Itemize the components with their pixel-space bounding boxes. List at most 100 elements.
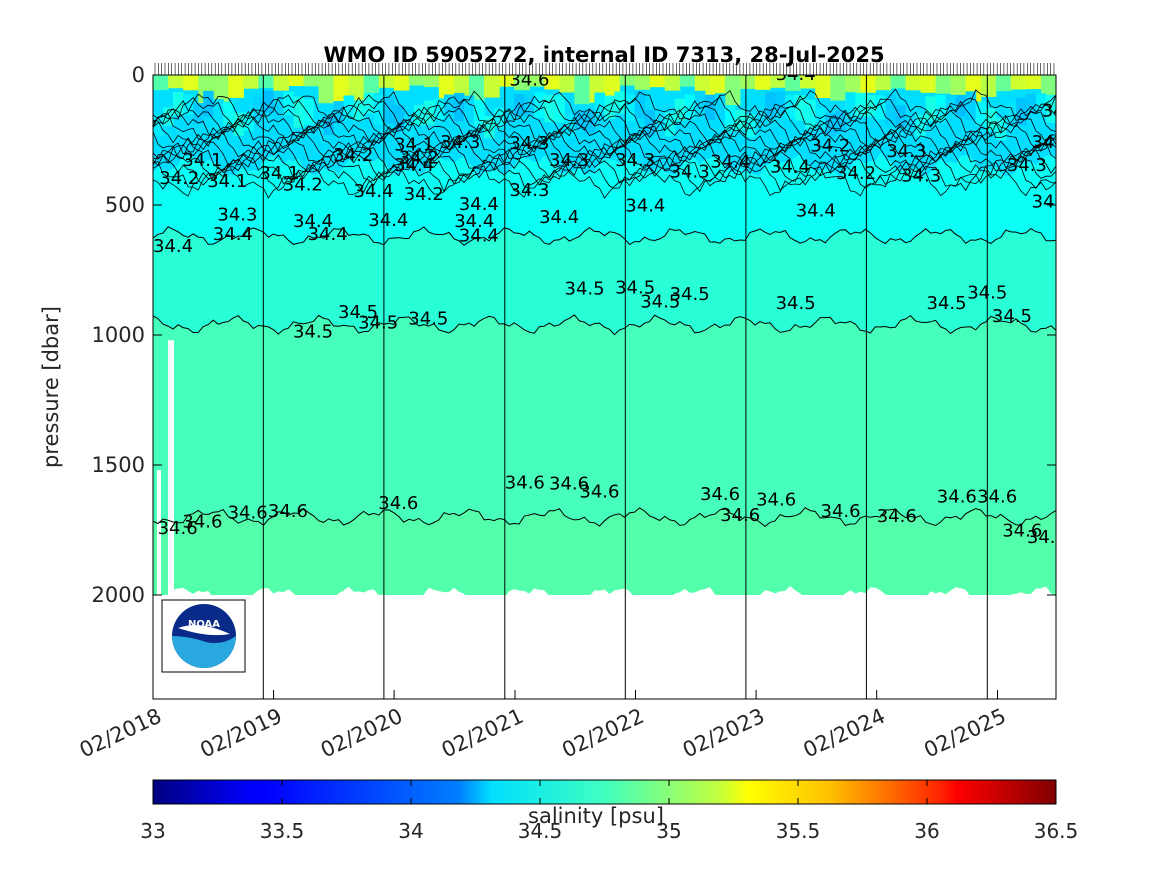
surface-patch	[438, 75, 455, 99]
x-tick-label: 02/2023	[679, 704, 768, 763]
surface-patch	[283, 91, 294, 116]
contour-label: 34.6	[158, 518, 198, 539]
surface-patch	[724, 105, 736, 133]
contour-label: 34.4	[354, 181, 394, 202]
contour-label: 34.3	[217, 205, 257, 226]
contour-label: 34.3	[886, 141, 926, 162]
contour-label: 34.6	[182, 511, 222, 532]
contour-label: 34.4	[459, 194, 499, 215]
surface-patch	[1025, 93, 1037, 114]
surface-patch	[213, 75, 229, 104]
surface-patch	[624, 94, 636, 122]
surface-patch	[288, 75, 304, 86]
surface-patch	[920, 75, 937, 93]
contour-label: 34.1	[394, 134, 434, 155]
surface-patch	[855, 92, 866, 117]
surface-patch	[544, 75, 560, 90]
surface-patch	[845, 92, 856, 118]
contour-label: 34.2	[159, 168, 199, 189]
contour-label: 34.3	[615, 150, 655, 171]
surface-patch	[303, 99, 314, 125]
contour-label: 34.6	[1002, 521, 1042, 542]
surface-patch	[915, 115, 926, 138]
surface-patch	[433, 98, 445, 119]
surface-patch	[800, 75, 816, 89]
contour-line-shallow	[153, 156, 1056, 193]
contour-label: 34.2	[404, 184, 444, 205]
contour-label: 34.1	[259, 163, 299, 184]
colorbar-tick-label: 33.5	[260, 819, 305, 843]
surface-patch	[825, 113, 836, 137]
contour-label: 34.5	[293, 322, 333, 343]
y-tick-label: 2000	[92, 583, 145, 607]
surface-patch	[454, 93, 465, 122]
plot-frame	[152, 74, 1057, 700]
surface-patch	[529, 75, 545, 87]
contour-line-shallow	[153, 152, 1056, 186]
x-axis: 02/2018 02/2019 02/2020 02/2021 02/2022 02/20…	[76, 690, 1010, 762]
data-gap	[168, 340, 174, 595]
surface-patch	[363, 93, 375, 114]
surface-patch	[444, 94, 455, 114]
contour-label: 34.6	[378, 493, 418, 514]
surface-patch	[634, 75, 651, 90]
surface-patch	[243, 75, 259, 89]
surface-patch	[1015, 97, 1027, 126]
contour-line-shallow	[153, 106, 1056, 142]
surface-patch	[1005, 100, 1017, 125]
surface-patch	[393, 75, 410, 91]
contour-label: 34.6	[937, 487, 977, 508]
x-tick-label: 02/2019	[196, 704, 285, 763]
contour-line-shallow	[153, 162, 1056, 199]
surface-patch	[890, 75, 906, 89]
surface-patch	[559, 75, 575, 93]
y-tick-label: 0	[132, 63, 145, 87]
contour-label: 34.3	[440, 132, 480, 153]
svg-text:NOAA: NOAA	[188, 619, 220, 630]
surface-patch	[253, 96, 264, 120]
surface-patch	[263, 90, 274, 113]
surface-patch	[574, 110, 585, 130]
contour-label: 34.5	[776, 293, 816, 314]
contour-label: 34.2	[283, 175, 323, 196]
surface-patch	[664, 75, 681, 91]
surface-patch	[935, 75, 952, 94]
y-tick-label: 1000	[92, 323, 145, 347]
surface-patch	[423, 75, 440, 88]
contour-label: 34.3	[1007, 155, 1047, 176]
surface-patch	[514, 94, 525, 116]
surface-patch	[950, 75, 967, 98]
colorbar-label: salinity [psu]	[528, 804, 664, 828]
surface-patch	[554, 95, 565, 123]
surface-patch	[965, 91, 977, 121]
surface-patch	[795, 95, 806, 121]
colorbar-tick-label: 34.5	[518, 819, 563, 843]
contour-label: 34.4	[796, 201, 836, 222]
salinity-layer-34.4-34.5	[153, 226, 1056, 335]
contour-line-shallow	[153, 88, 1056, 125]
contour-label: 34.1	[182, 150, 222, 171]
colorbar-tick-label: 36	[914, 819, 939, 843]
contour-line-shallow	[153, 133, 1056, 171]
contour-label: 34.4	[1032, 192, 1072, 213]
surface-patch	[775, 91, 786, 113]
contour-label: 34.4	[625, 196, 665, 217]
contour-label: 34.4	[213, 224, 253, 245]
colorbar-tick-label: 33	[140, 819, 165, 843]
contour-label: 34.1	[207, 171, 247, 192]
surface-patch	[755, 75, 771, 90]
surface-patch	[153, 114, 164, 137]
contour-label: 34.2	[399, 147, 439, 168]
contour-label: 34.5	[358, 313, 398, 334]
surface-patch	[378, 75, 395, 88]
surface-patch	[835, 110, 846, 133]
surface-patch	[1010, 75, 1027, 90]
surface-patch	[604, 95, 615, 119]
surface-patch	[534, 92, 545, 118]
surface-patch	[193, 103, 204, 125]
x-tick-label: 02/2024	[800, 704, 889, 763]
colorbar-tick-label: 35.5	[776, 819, 821, 843]
surface-patch	[213, 99, 224, 131]
surface-patch	[524, 95, 535, 117]
surface-patch	[584, 109, 595, 134]
